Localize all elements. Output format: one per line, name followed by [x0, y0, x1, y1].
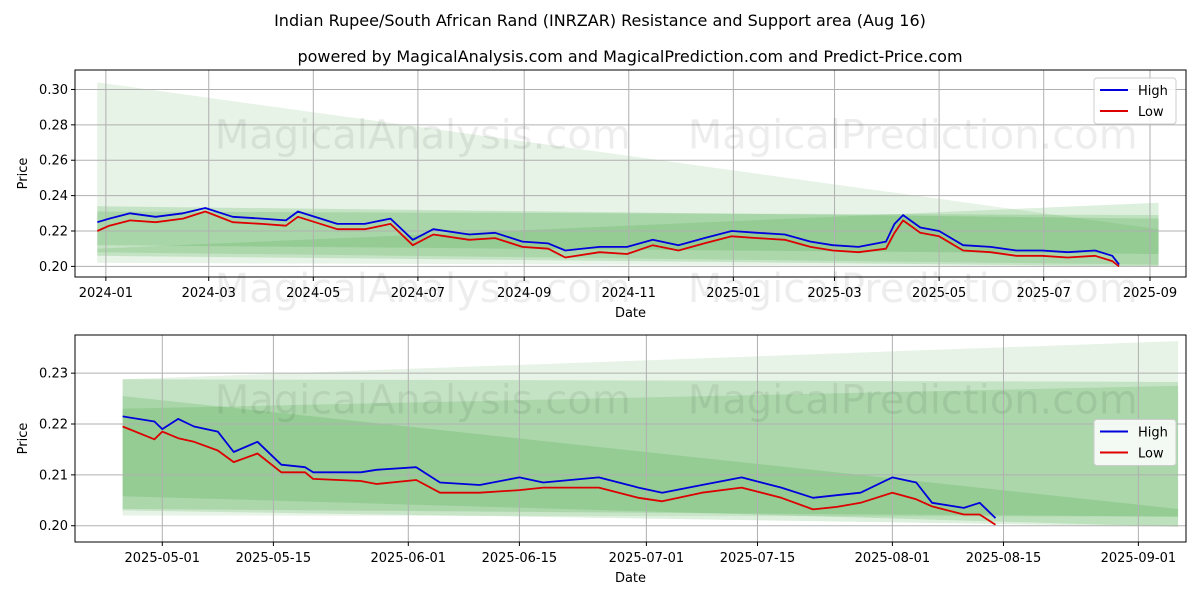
- x-tick-label: 2024-11: [602, 286, 656, 301]
- legend: High Low: [1093, 419, 1177, 466]
- x-tick-label: 2025-01: [706, 286, 760, 301]
- x-tick-label: 2025-07: [1017, 286, 1071, 301]
- plot-frame: [74, 334, 1187, 543]
- y-tick-label: 0.28: [39, 118, 68, 133]
- x-tick-label: 2025-08-01: [855, 551, 931, 566]
- chart-panel-2: MagicalAnalysis.com MagicalPrediction.com…: [16, 334, 1187, 586]
- x-axis-label: Date: [615, 306, 646, 321]
- band-area: [122, 385, 1179, 527]
- series-line-low: [122, 425, 996, 526]
- band-area: [122, 396, 1179, 527]
- chart-title: Indian Rupee/South African Rand (INRZAR)…: [274, 11, 926, 30]
- x-tick-label: 2025-03: [807, 286, 861, 301]
- grid: [75, 335, 1186, 542]
- legend-label-high: High: [1138, 84, 1168, 99]
- x-tick-label: 2024-09: [497, 286, 551, 301]
- x-tick-label: 2025-05: [912, 286, 966, 301]
- x-tick-label: 2024-01: [79, 286, 133, 301]
- watermark-text: MagicalAnalysis.com: [215, 113, 631, 159]
- plot-frame: [74, 69, 1187, 278]
- watermark: MagicalAnalysis.com MagicalPrediction.com…: [215, 113, 1138, 312]
- series-lines: [96, 207, 1120, 268]
- x-tick-label: 2025-09-01: [1101, 551, 1177, 566]
- watermark-text: MagicalPrediction.com: [688, 378, 1138, 424]
- series-line-low: [96, 210, 1120, 268]
- series-line-high: [122, 415, 997, 519]
- watermark-text: MagicalPrediction.com: [688, 266, 1138, 312]
- y-axis-label: Price: [16, 423, 31, 455]
- y-tick-label: 0.24: [39, 189, 68, 204]
- y-tick-label: 0.22: [39, 225, 68, 240]
- y-tick-label: 0.22: [39, 418, 68, 433]
- y-tick-label: 0.26: [39, 154, 68, 169]
- y-axis-label: Price: [16, 158, 31, 190]
- legend: High Low: [1093, 77, 1177, 125]
- x-tick-label: 2025-08-15: [966, 551, 1042, 566]
- x-tick-label: 2025-07-01: [609, 551, 685, 566]
- x-tick-label: 2024-05: [286, 286, 340, 301]
- support-resistance-bands: [97, 82, 1159, 267]
- x-tick-label: 2025-05-01: [125, 551, 201, 566]
- watermark-text: MagicalAnalysis.com: [215, 266, 631, 312]
- axis-ticks: 2025-05-01 2025-05-15 2025-06-01 2025-06-15…: [39, 367, 1176, 566]
- x-tick-label: 2025-05-15: [236, 551, 312, 566]
- x-tick-label: 2024-03: [182, 286, 236, 301]
- band-area: [97, 206, 1159, 254]
- x-tick-label: 2025-06-01: [371, 551, 447, 566]
- y-tick-label: 0.30: [39, 83, 68, 98]
- x-tick-label: 2024-07: [391, 286, 445, 301]
- x-axis-label: Date: [615, 571, 646, 586]
- grid: [75, 70, 1186, 277]
- legend-label-low: Low: [1138, 447, 1164, 462]
- legend-label-low: Low: [1138, 105, 1164, 120]
- x-tick-label: 2025-09: [1123, 286, 1177, 301]
- band-area: [97, 82, 1159, 267]
- chart-panel-1: MagicalAnalysis.com MagicalPrediction.com…: [16, 69, 1187, 321]
- y-tick-label: 0.20: [39, 519, 68, 534]
- band-area: [122, 341, 1179, 517]
- legend-label-high: High: [1138, 426, 1168, 441]
- axis-ticks: 2024-01 2024-03 2024-05 2024-07 2024-09 2024-…: [39, 83, 1177, 301]
- chart-subtitle: powered by MagicalAnalysis.com and Magic…: [297, 47, 962, 66]
- x-tick-label: 2025-06-15: [482, 551, 558, 566]
- watermark: MagicalAnalysis.com MagicalPrediction.com: [215, 378, 1138, 424]
- series-line-high: [97, 207, 1120, 266]
- band-area: [97, 202, 1159, 265]
- x-tick-label: 2025-07-15: [720, 551, 796, 566]
- series-lines: [122, 415, 997, 526]
- y-tick-label: 0.23: [39, 367, 68, 382]
- watermark-text: MagicalPrediction.com: [688, 113, 1138, 159]
- y-tick-label: 0.20: [39, 260, 68, 275]
- watermark-text: MagicalAnalysis.com: [215, 378, 631, 424]
- y-tick-label: 0.21: [39, 468, 68, 483]
